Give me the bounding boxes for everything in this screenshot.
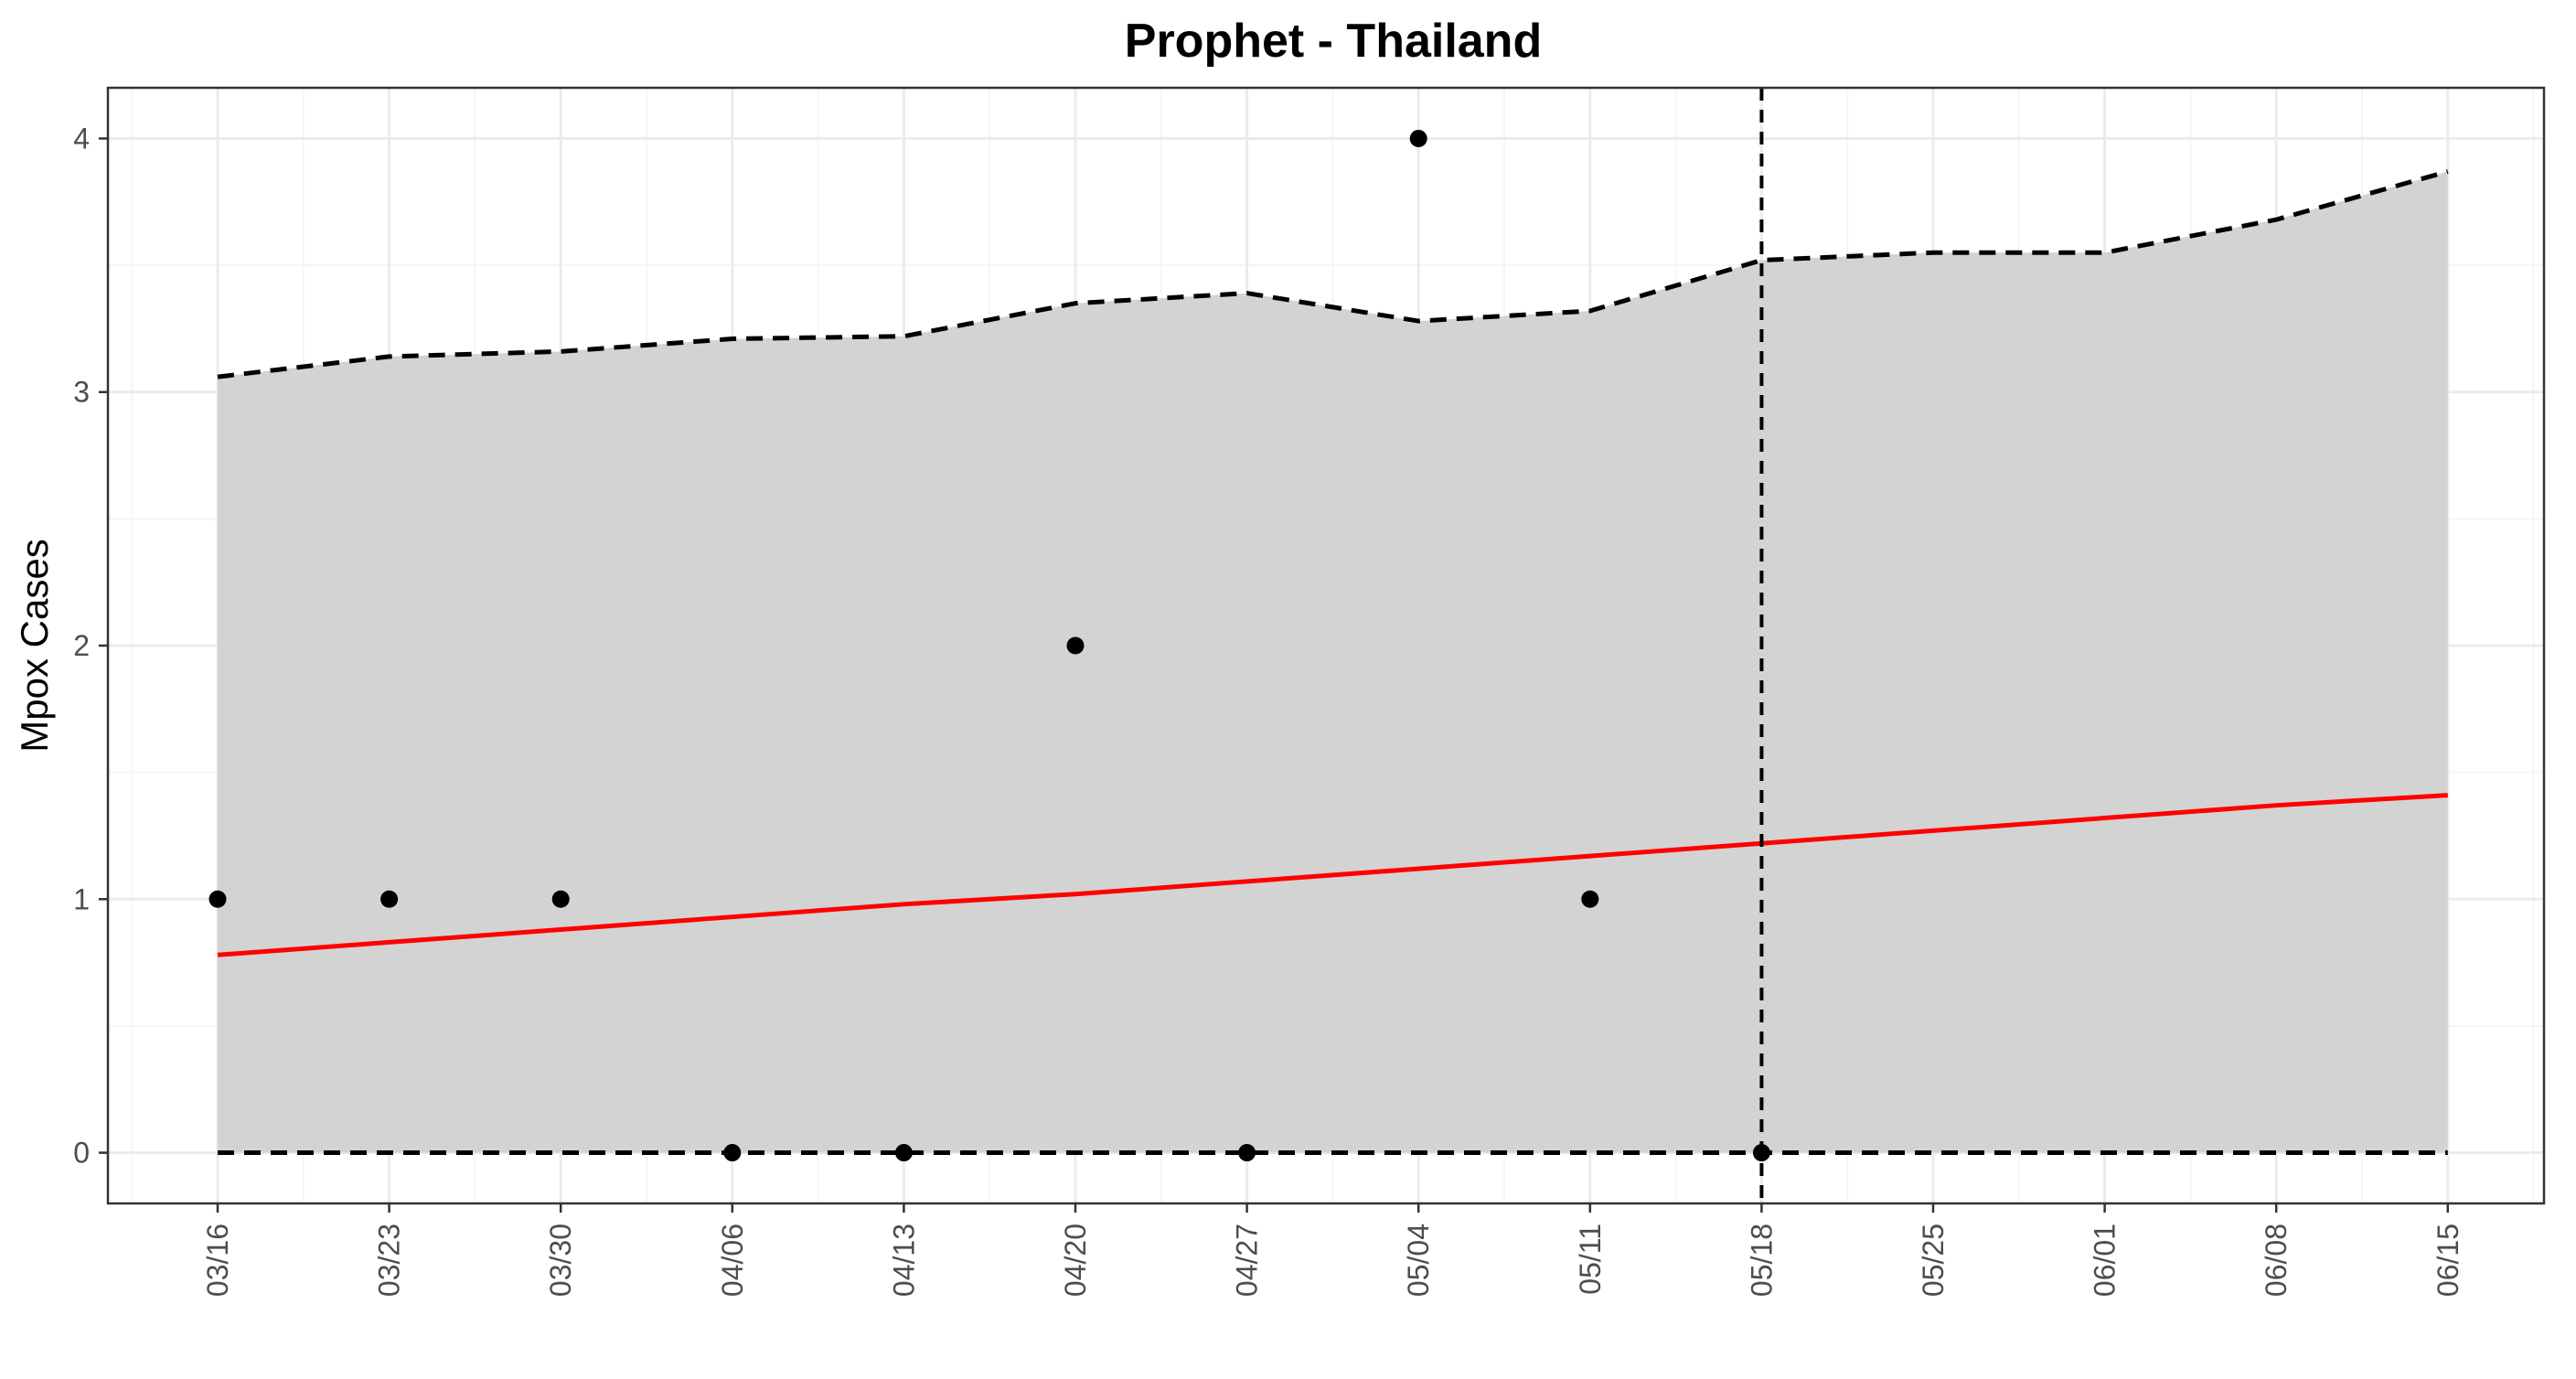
y-axis-title: Mpox Cases	[13, 539, 56, 752]
upper-bound-line	[217, 169, 2449, 379]
forecast-line	[217, 793, 2448, 957]
series-lines	[217, 88, 2449, 1203]
observed-points	[208, 129, 1770, 1162]
chart-title: Prophet - Thailand	[1125, 15, 1542, 68]
x-tick-label: 05/04	[1402, 1224, 1435, 1297]
observed-point	[208, 890, 227, 908]
x-tick-label: 04/13	[887, 1224, 920, 1297]
observed-point	[1238, 1144, 1256, 1162]
observed-point	[1752, 1144, 1770, 1162]
x-tick-label: 03/23	[373, 1224, 406, 1297]
observed-point	[551, 890, 570, 908]
x-tick-label: 06/01	[2089, 1224, 2122, 1297]
x-tick-label: 06/15	[2432, 1224, 2464, 1297]
x-tick-label: 06/08	[2260, 1224, 2293, 1297]
x-tick-label: 05/11	[1574, 1224, 1607, 1295]
y-tick-label: 0	[73, 1137, 90, 1170]
observed-point	[723, 1144, 742, 1162]
x-tick-label: 04/27	[1231, 1224, 1264, 1297]
axes: 0 1 2 3 4 03/16 03/23 03/30 04/06 04/13 04/20 04/27…	[73, 86, 2546, 1297]
observed-point	[894, 1144, 913, 1162]
observed-point	[1581, 890, 1599, 908]
observed-point	[380, 890, 399, 908]
x-tick-label: 03/30	[544, 1224, 577, 1297]
x-tick-label: 03/16	[201, 1224, 234, 1297]
y-tick-label: 2	[73, 629, 90, 662]
observed-point	[1409, 129, 1427, 147]
x-tick-label: 04/20	[1059, 1224, 1092, 1297]
x-tick-label: 05/18	[1745, 1224, 1778, 1297]
x-tick-label: 04/06	[716, 1224, 749, 1297]
confidence-band	[218, 171, 2448, 1153]
observed-point	[1066, 636, 1085, 655]
y-tick-label: 4	[73, 122, 90, 155]
x-tick-label: 05/25	[1917, 1224, 1950, 1297]
y-tick-label: 1	[73, 882, 90, 915]
y-tick-label: 3	[73, 376, 90, 409]
confidence-interval-band	[218, 171, 2448, 1153]
